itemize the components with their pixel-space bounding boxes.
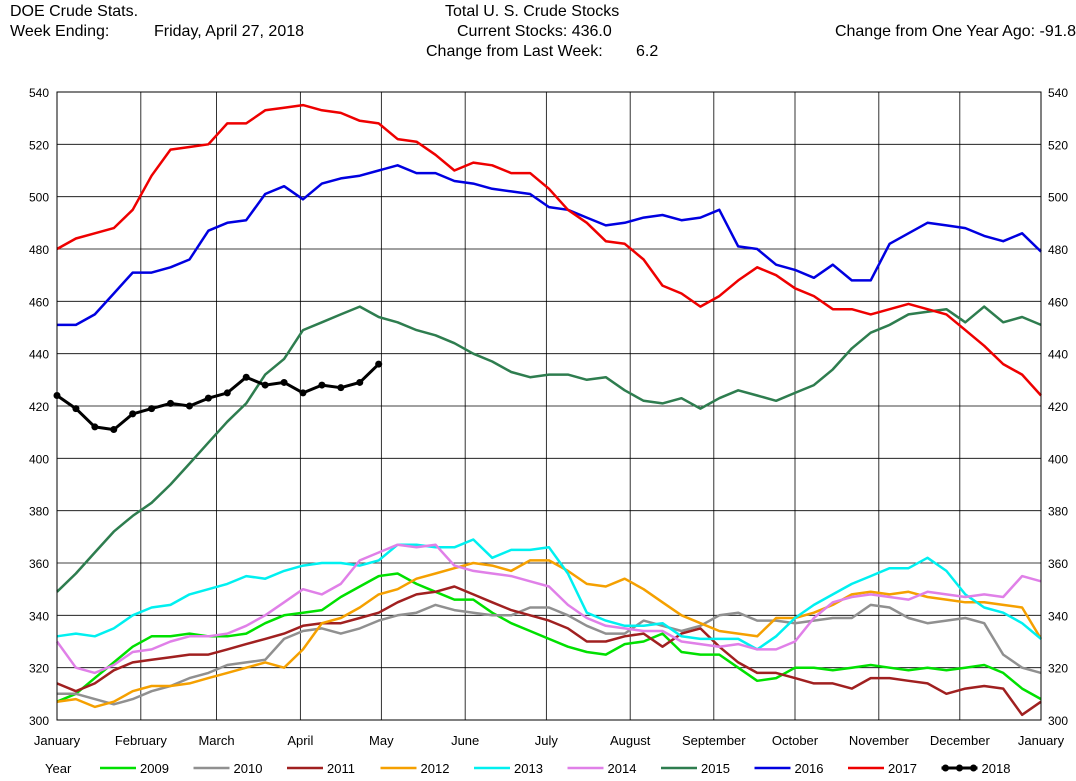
data-point-2018 xyxy=(148,405,156,413)
x-tick-label: July xyxy=(535,733,559,748)
y-tick-label: 360 xyxy=(1048,557,1068,571)
x-tick-label: January xyxy=(1018,733,1065,748)
y-tick-label: 380 xyxy=(29,505,49,519)
x-tick-label: May xyxy=(369,733,394,748)
legend-label-2010: 2010 xyxy=(234,761,263,776)
header-change-year: Change from One Year Ago: -91.8 xyxy=(834,23,1076,40)
header-week-label: Week Ending: xyxy=(10,23,110,40)
x-tick-label: January xyxy=(34,733,81,748)
x-tick-label: December xyxy=(930,733,991,748)
y-tick-label: 300 xyxy=(1048,714,1068,728)
series-line-2015 xyxy=(56,305,1042,593)
y-tick-label: 440 xyxy=(29,348,49,362)
y-tick-label: 480 xyxy=(29,243,49,257)
y-tick-label: 460 xyxy=(1048,295,1068,309)
series-line-2013 xyxy=(56,538,1042,651)
legend-label-2013: 2013 xyxy=(514,761,543,776)
legend-label-2015: 2015 xyxy=(701,761,730,776)
data-point-2018 xyxy=(356,378,364,386)
y-tick-label: 320 xyxy=(1048,662,1068,676)
x-tick-label: September xyxy=(682,733,746,748)
header-change-week-value: 6.2 xyxy=(636,43,659,60)
x-tick-label: August xyxy=(610,733,651,748)
y-tick-label: 340 xyxy=(1048,609,1068,623)
y-tick-label: 480 xyxy=(1048,243,1068,257)
y-tick-label: 300 xyxy=(29,714,49,728)
data-point-2018 xyxy=(167,399,175,407)
x-tick-label: March xyxy=(198,733,234,748)
x-tick-label: April xyxy=(287,733,313,748)
data-point-2018 xyxy=(110,426,118,434)
y-tick-label: 380 xyxy=(1048,505,1068,519)
y-tick-label: 540 xyxy=(29,86,49,100)
y-tick-label: 320 xyxy=(29,662,49,676)
data-point-2018 xyxy=(185,402,193,410)
data-point-2018 xyxy=(223,389,231,397)
y-tick-label: 400 xyxy=(29,452,49,466)
chart-grid xyxy=(56,91,1042,721)
y-tick-label: 340 xyxy=(29,609,49,623)
legend-label-2016: 2016 xyxy=(795,761,824,776)
chart-series xyxy=(53,103,1043,717)
y-tick-label: 500 xyxy=(1048,191,1068,205)
header-center-title: Total U. S. Crude Stocks xyxy=(445,3,620,20)
data-point-2018 xyxy=(242,373,250,381)
data-point-2018 xyxy=(318,381,326,389)
series-line-2009 xyxy=(56,572,1042,703)
header-current-stocks: Current Stocks: 436.0 xyxy=(457,23,612,40)
legend-label-2009: 2009 xyxy=(140,761,169,776)
legend-title: Year xyxy=(45,761,72,776)
header-week-date: Friday, April 27, 2018 xyxy=(154,23,305,40)
y-tick-label: 420 xyxy=(1048,400,1068,414)
legend-marker-2018 xyxy=(942,764,949,772)
plot-border xyxy=(56,91,1042,721)
x-tick-label: June xyxy=(451,733,479,748)
legend-marker-2018 xyxy=(970,764,977,772)
series-line-2012 xyxy=(56,559,1043,709)
legend-label-2011: 2011 xyxy=(327,761,355,776)
series-line-2014 xyxy=(55,543,1042,675)
y-tick-label: 440 xyxy=(1048,348,1068,362)
data-point-2018 xyxy=(72,405,80,413)
header-left-title: DOE Crude Stats. xyxy=(10,3,139,20)
y-tick-label: 460 xyxy=(29,295,49,309)
data-point-2018 xyxy=(280,378,288,386)
data-point-2018 xyxy=(299,389,307,397)
data-point-2018 xyxy=(129,410,137,418)
y-tick-label: 400 xyxy=(1048,452,1068,466)
data-point-2018 xyxy=(91,423,99,431)
series-line-2010 xyxy=(57,603,1042,706)
chart-legend: Year 2009 2010 2011 2012 2013 2014 2015 2016 2017… xyxy=(45,761,1010,776)
data-point-2018 xyxy=(375,360,383,368)
y-tick-label: 500 xyxy=(29,191,49,205)
series-line-2016 xyxy=(57,164,1042,327)
legend-label-2017: 2017 xyxy=(888,761,917,776)
legend-label-2014: 2014 xyxy=(608,761,637,776)
data-point-2018 xyxy=(204,394,212,402)
series-line-2017 xyxy=(56,103,1042,397)
data-point-2018 xyxy=(337,384,345,392)
y-tick-label: 520 xyxy=(29,138,49,152)
header-change-week-label: Change from Last Week: xyxy=(426,43,603,60)
y-tick-labels-right: 300 320 340 360 380 400 420 440 460 480 500 520 540 xyxy=(1048,86,1068,728)
series-line-2011 xyxy=(56,585,1042,717)
series-line-2018 xyxy=(56,363,380,432)
legend-label-2018: 2018 xyxy=(982,761,1011,776)
x-tick-labels: January February March April May June July Augu… xyxy=(34,733,1065,748)
data-point-2018 xyxy=(261,381,269,389)
y-tick-labels-left: 300 320 340 360 380 400 420 440 460 480 500 520 540 xyxy=(29,86,49,728)
legend-marker-2018 xyxy=(956,764,963,772)
y-tick-label: 520 xyxy=(1048,138,1068,152)
y-tick-label: 540 xyxy=(1048,86,1068,100)
y-tick-label: 360 xyxy=(29,557,49,571)
legend-label-2012: 2012 xyxy=(421,761,450,776)
y-tick-label: 420 xyxy=(29,400,49,414)
x-tick-label: November xyxy=(849,733,910,748)
x-tick-label: October xyxy=(772,733,819,748)
x-tick-label: February xyxy=(115,733,168,748)
